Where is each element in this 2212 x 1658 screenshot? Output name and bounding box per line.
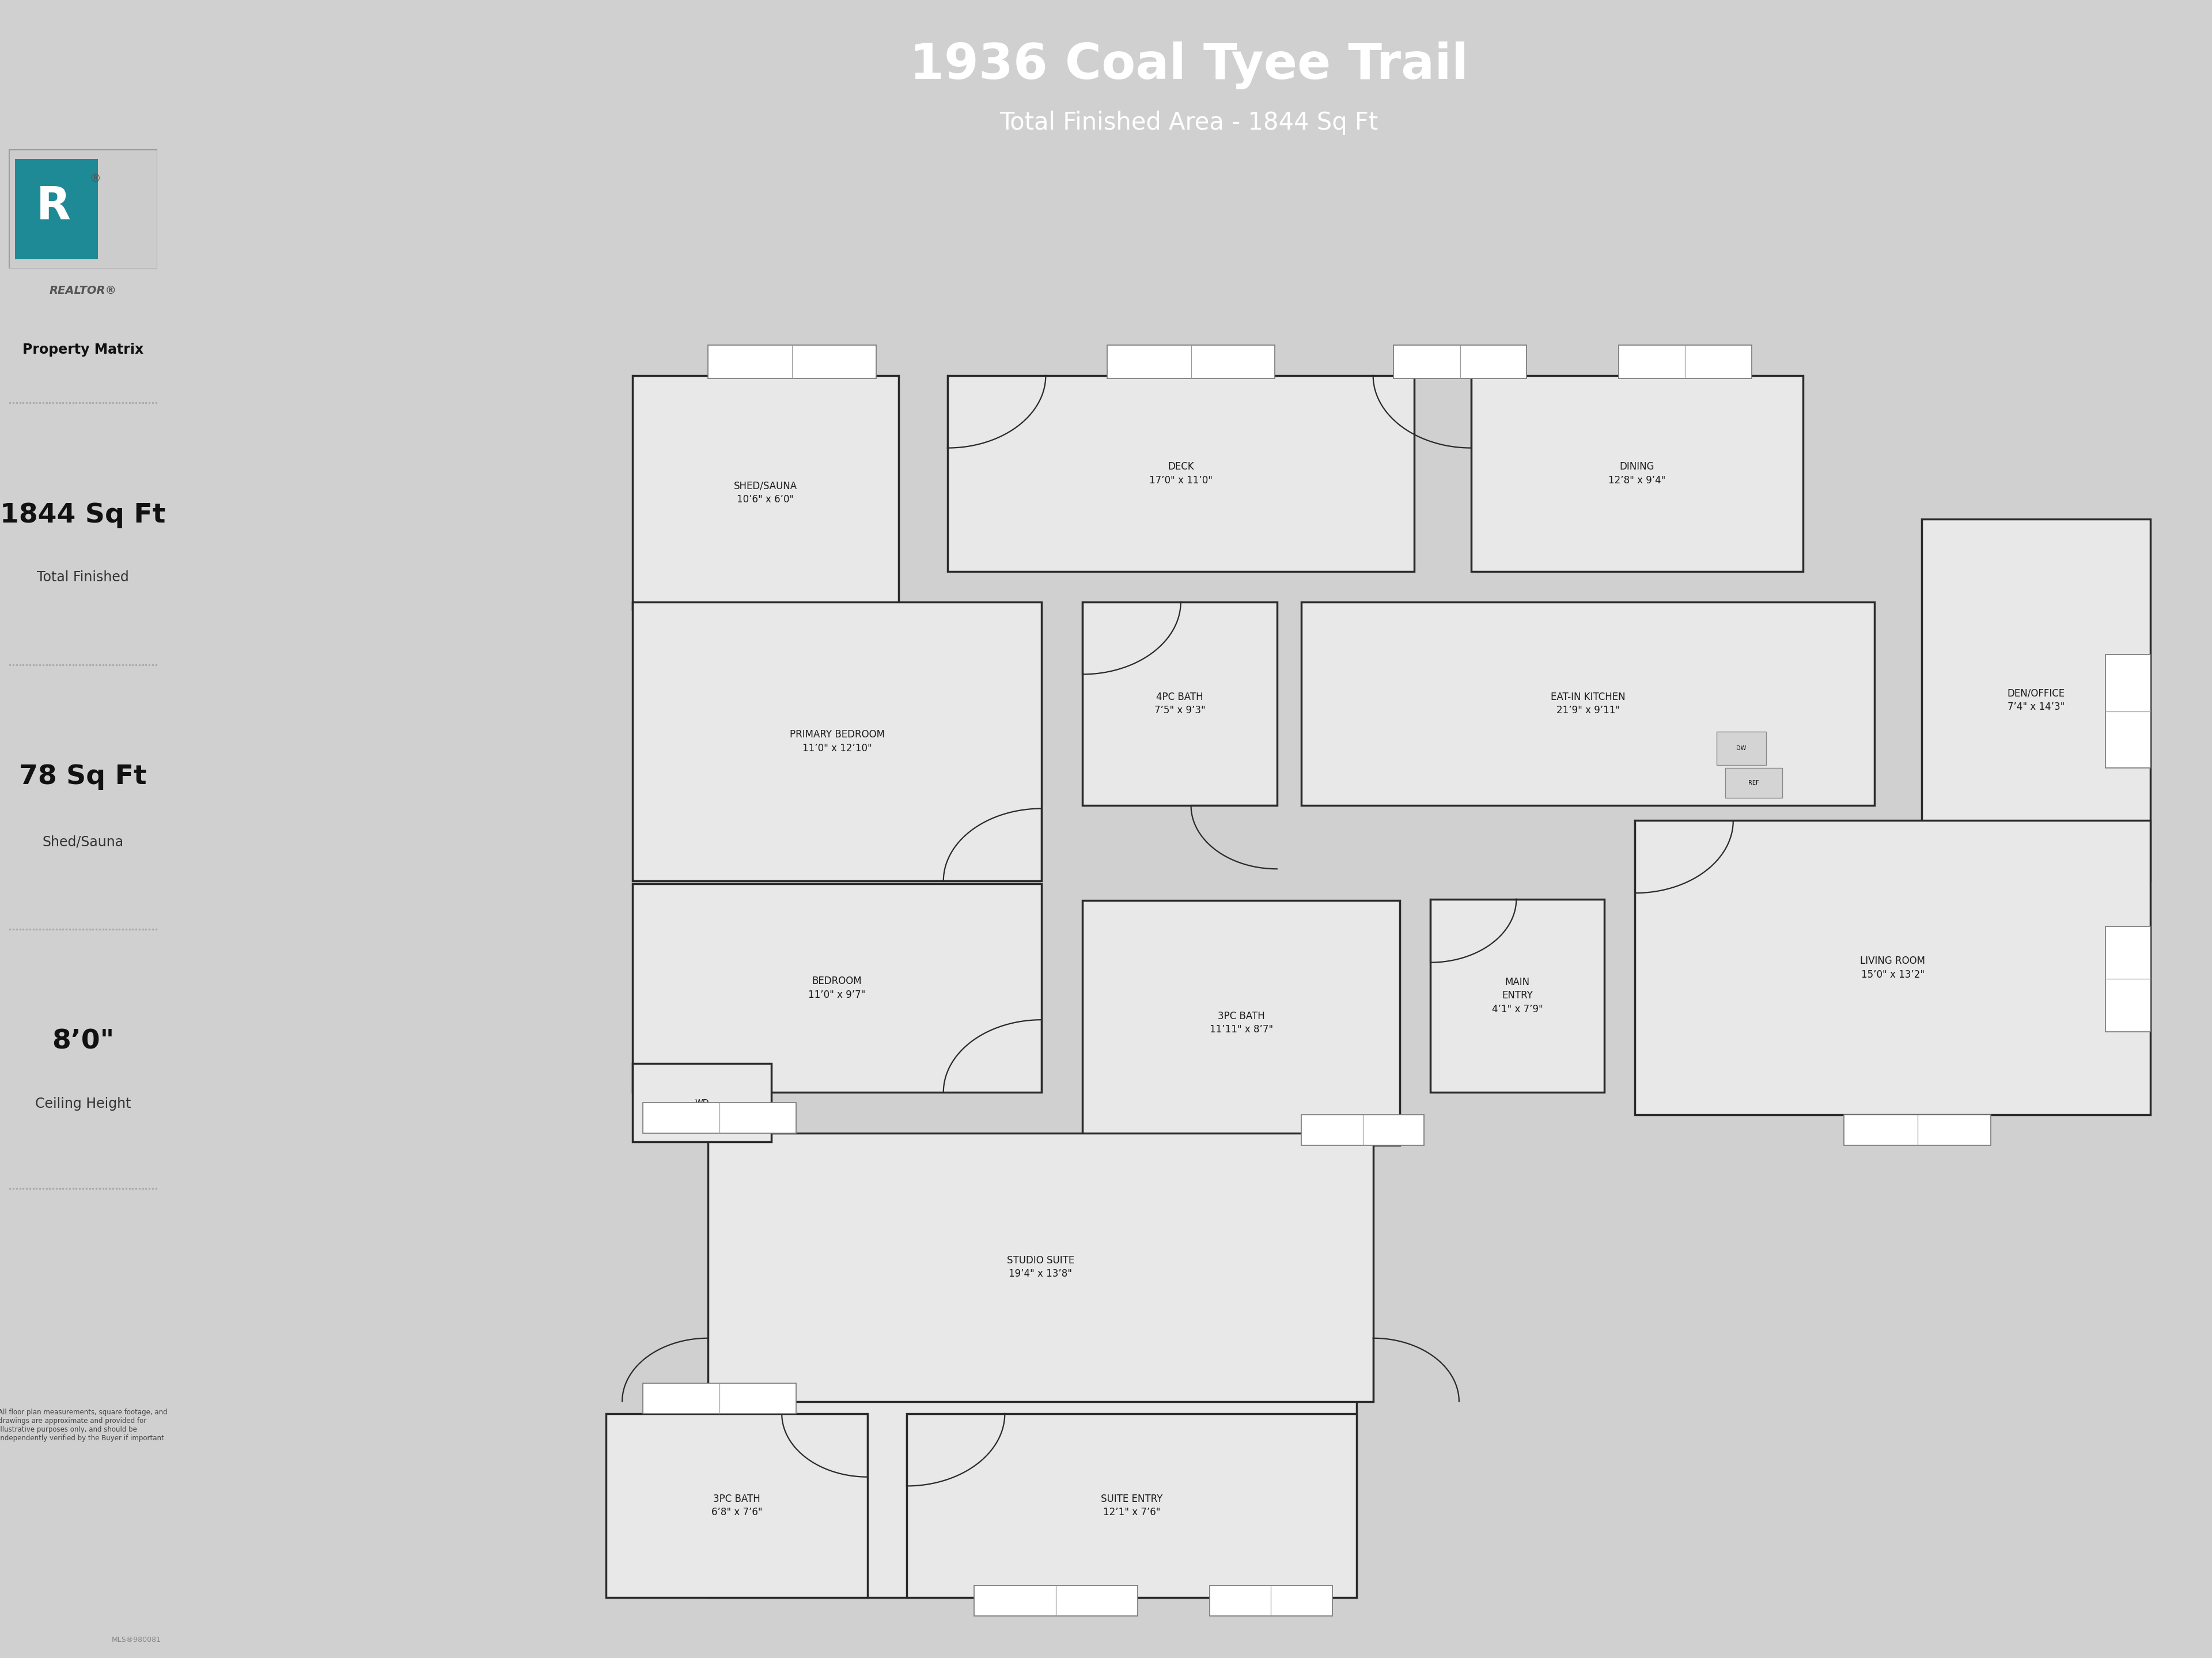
Bar [2106, 655, 2150, 768]
Text: Total Finished: Total Finished [38, 570, 128, 584]
Bar [606, 1414, 867, 1598]
Text: LIVING ROOM
15’0" x 13’2": LIVING ROOM 15’0" x 13’2" [1860, 955, 1924, 980]
Text: MAIN
ENTRY
4’1" x 7’9": MAIN ENTRY 4’1" x 7’9" [1491, 977, 1544, 1015]
Bar [2106, 927, 2150, 1031]
Text: Ceiling Height: Ceiling Height [35, 1096, 131, 1111]
Text: EAT-IN KITCHEN
21’9" x 9’11": EAT-IN KITCHEN 21’9" x 9’11" [1551, 691, 1626, 716]
Bar [1210, 1585, 1332, 1617]
Text: 3PC BATH
11’11" x 8’7": 3PC BATH 11’11" x 8’7" [1210, 1011, 1272, 1035]
Bar [1108, 345, 1274, 378]
Bar [708, 1398, 1356, 1598]
Bar [1082, 602, 1276, 806]
Bar [1843, 1114, 1991, 1146]
Text: ®: ® [88, 174, 100, 184]
Text: All floor plan measurements, square footage, and
drawings are approximate and pr: All floor plan measurements, square foot… [0, 1409, 168, 1442]
Bar [1725, 768, 1783, 797]
Text: DECK
17’0" x 11’0": DECK 17’0" x 11’0" [1148, 461, 1212, 486]
Text: 1844 Sq Ft: 1844 Sq Ft [0, 502, 166, 529]
Bar [973, 1585, 1137, 1617]
Text: DINING
12’8" x 9’4": DINING 12’8" x 9’4" [1608, 461, 1666, 486]
Text: WD: WD [695, 1099, 710, 1108]
Bar [633, 884, 1042, 1093]
Text: MLS®980081: MLS®980081 [111, 1636, 161, 1643]
Text: BEDROOM
11’0" x 9’7": BEDROOM 11’0" x 9’7" [807, 977, 865, 1000]
Bar [15, 159, 97, 259]
Text: SUITE ENTRY
12’1" x 7’6": SUITE ENTRY 12’1" x 7’6" [1102, 1494, 1164, 1517]
Bar [1301, 1114, 1425, 1146]
Text: Property Matrix: Property Matrix [22, 343, 144, 356]
Bar [1922, 519, 2150, 880]
Bar [633, 602, 1042, 880]
Text: 8’0": 8’0" [51, 1028, 115, 1054]
Bar [1301, 602, 1874, 806]
Text: 3PC BATH
6’8" x 7’6": 3PC BATH 6’8" x 7’6" [712, 1494, 763, 1517]
Text: R: R [35, 184, 71, 229]
Bar [1082, 900, 1400, 1146]
Bar [1394, 345, 1526, 378]
Bar [1717, 731, 1765, 764]
Bar [644, 1383, 796, 1414]
Text: REALTOR®: REALTOR® [49, 285, 117, 297]
Bar [907, 1414, 1356, 1598]
Text: 1936 Coal Tyee Trail: 1936 Coal Tyee Trail [909, 41, 1469, 90]
Text: 78 Sq Ft: 78 Sq Ft [20, 764, 146, 789]
Text: PRIMARY BEDROOM
11’0" x 12’10": PRIMARY BEDROOM 11’0" x 12’10" [790, 730, 885, 753]
Bar [644, 1103, 796, 1132]
Bar [708, 345, 876, 378]
Bar [633, 376, 898, 610]
Bar [947, 376, 1413, 572]
Bar [1431, 899, 1604, 1093]
Bar [1635, 821, 2150, 1114]
Text: STUDIO SUITE
19’4" x 13’8": STUDIO SUITE 19’4" x 13’8" [1006, 1255, 1075, 1280]
Text: SHED/SAUNA
10’6" x 6’0": SHED/SAUNA 10’6" x 6’0" [734, 481, 796, 504]
Bar [633, 1063, 772, 1142]
Text: 4PC BATH
7’5" x 9’3": 4PC BATH 7’5" x 9’3" [1155, 691, 1206, 716]
Text: REF: REF [1747, 779, 1759, 786]
Bar [1619, 345, 1752, 378]
Text: Total Finished Area - 1844 Sq Ft: Total Finished Area - 1844 Sq Ft [1000, 111, 1378, 134]
Text: Shed/Sauna: Shed/Sauna [42, 836, 124, 849]
Text: DW: DW [1736, 746, 1745, 751]
Bar [1471, 376, 1803, 572]
Text: DEN/OFFICE
7’4" x 14’3": DEN/OFFICE 7’4" x 14’3" [2006, 688, 2064, 711]
Bar [708, 1132, 1374, 1401]
